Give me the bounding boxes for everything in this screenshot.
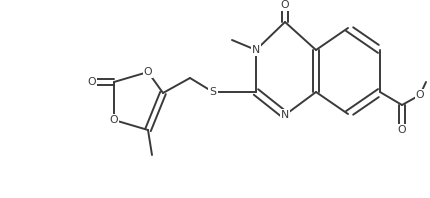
- Text: S: S: [209, 87, 216, 97]
- Text: N: N: [281, 110, 289, 120]
- Text: O: O: [88, 77, 96, 87]
- Text: O: O: [416, 90, 424, 100]
- Text: O: O: [110, 115, 118, 125]
- Text: O: O: [398, 125, 406, 135]
- Text: N: N: [252, 45, 260, 55]
- Text: O: O: [144, 67, 152, 77]
- Text: O: O: [281, 0, 289, 10]
